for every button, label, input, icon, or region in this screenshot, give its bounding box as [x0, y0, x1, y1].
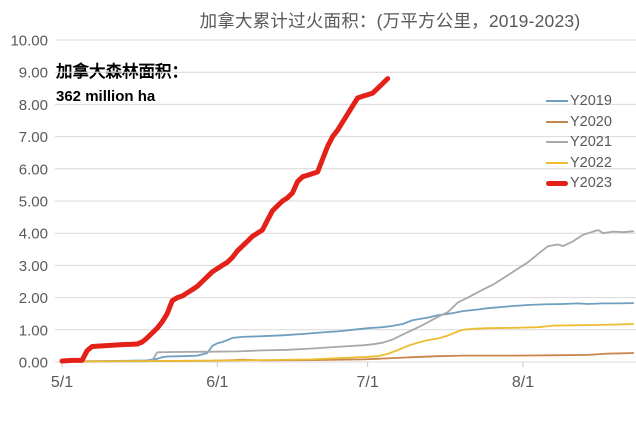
legend-swatch-Y2023	[546, 180, 568, 186]
x-tick-label: 8/1	[512, 374, 534, 391]
y-tick-label: 1.00	[19, 322, 48, 339]
x-tick-label: 7/1	[357, 374, 379, 391]
legend-item-Y2019: Y2019	[546, 91, 612, 112]
x-tick-label: 5/1	[51, 374, 73, 391]
y-tick-label: 4.00	[19, 226, 48, 243]
y-tick-label: 6.00	[19, 161, 48, 178]
legend-item-Y2023: Y2023	[546, 173, 612, 194]
series-line-Y2021	[61, 229, 635, 363]
legend-label-Y2021: Y2021	[570, 134, 612, 151]
legend-item-Y2020: Y2020	[546, 112, 612, 133]
legend-label-Y2019: Y2019	[570, 93, 612, 110]
series-line-Y2019	[61, 302, 635, 363]
series-line-Y2023	[59, 76, 391, 364]
y-tick-label: 7.00	[19, 129, 48, 146]
legend-swatch-Y2021	[546, 141, 568, 144]
legend-item-Y2021: Y2021	[546, 132, 612, 153]
legend-swatch-Y2022	[546, 161, 568, 164]
y-tick-label: 5.00	[19, 194, 48, 211]
y-tick-label: 3.00	[19, 258, 48, 275]
chart-title: 加拿大累计过火面积：(万平方公里，2019-2023)	[199, 11, 581, 31]
legend-label-Y2020: Y2020	[570, 113, 612, 130]
chart-legend: Y2019 Y2020 Y2021 Y2022 Y2023	[546, 91, 612, 194]
legend-label-Y2023: Y2023	[570, 175, 612, 192]
legend-swatch-Y2019	[546, 100, 568, 103]
y-tick-label: 9.00	[19, 65, 48, 82]
legend-item-Y2022: Y2022	[546, 153, 612, 174]
x-tick-label: 6/1	[206, 374, 228, 391]
legend-label-Y2022: Y2022	[570, 154, 612, 171]
y-tick-label: 0.00	[19, 355, 48, 372]
series-line-Y2022	[61, 323, 635, 363]
legend-swatch-Y2020	[546, 120, 568, 123]
y-tick-label: 2.00	[19, 290, 48, 307]
y-tick-label: 8.00	[19, 97, 48, 114]
annotation-line2: 362 million ha	[56, 87, 156, 105]
y-tick-label: 10.00	[10, 33, 48, 50]
